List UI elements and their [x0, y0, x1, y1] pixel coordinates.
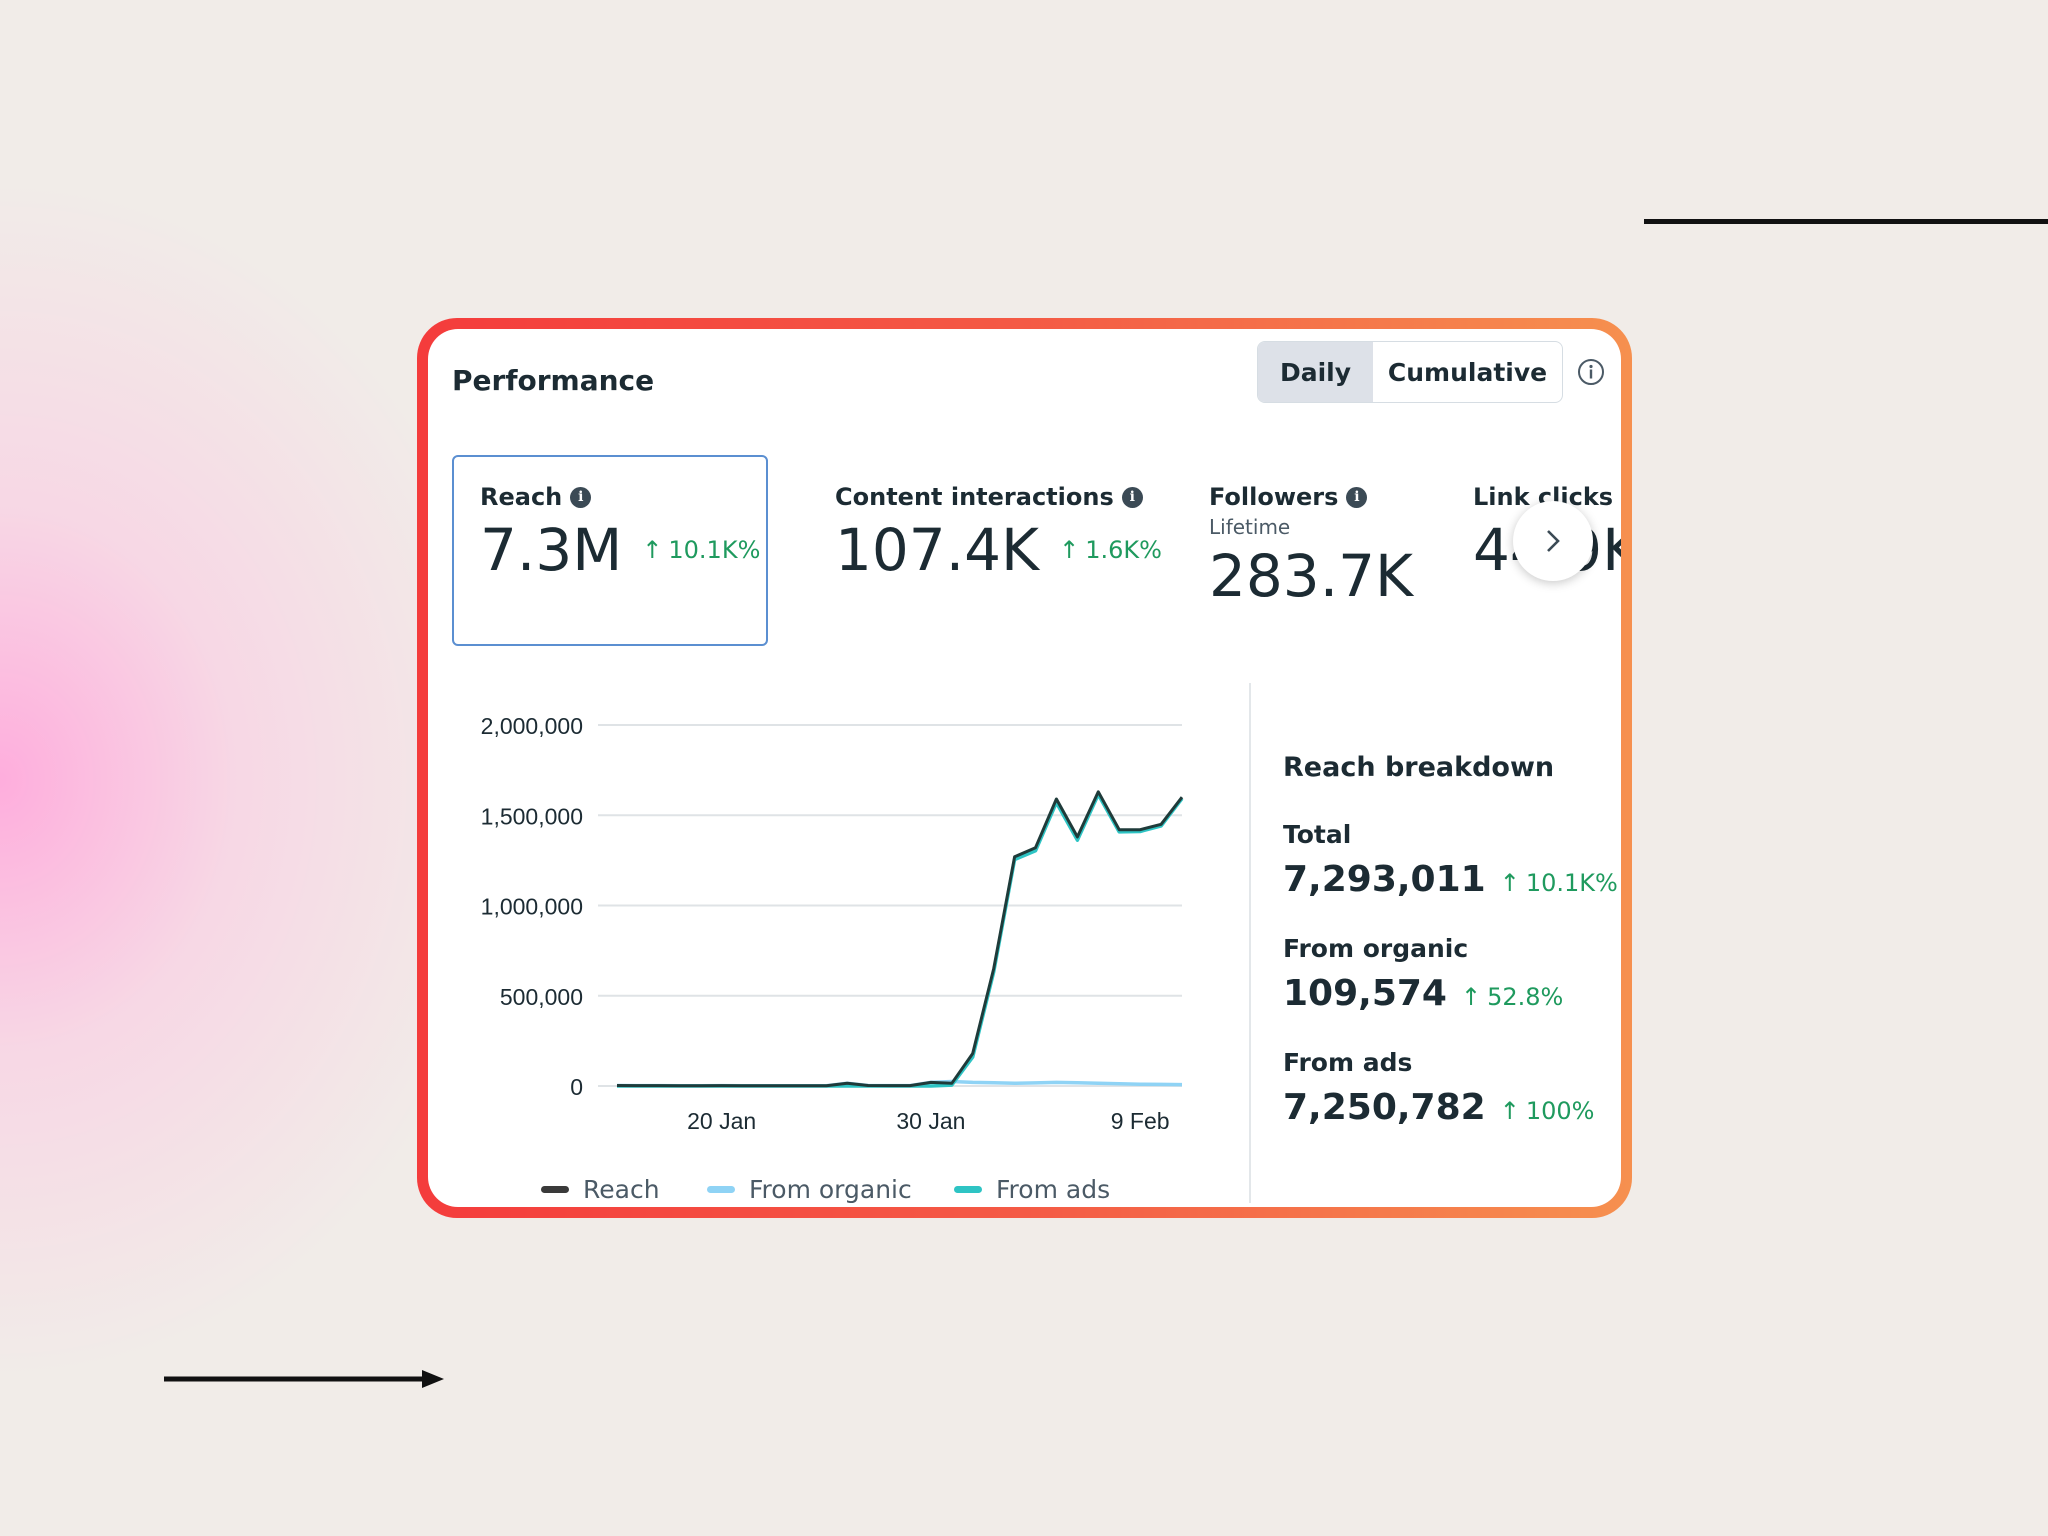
arrow-right-icon	[164, 1370, 444, 1388]
chevron-right-icon	[1547, 530, 1560, 552]
legend-label: Reach	[583, 1175, 660, 1204]
metric-followers[interactable]: Followers i Lifetime 283.7K	[1209, 483, 1413, 605]
arrow-up-icon: ↑	[642, 536, 663, 564]
legend-swatch	[541, 1186, 569, 1193]
metric-value: 7.3M	[480, 516, 623, 584]
y-tick-label: 1,000,000	[481, 894, 583, 920]
breakdown-value-ads: 7,250,782 ↑ 100%	[1283, 1087, 1594, 1128]
daily-toggle-button[interactable]: Daily	[1258, 342, 1373, 402]
arrow-up-icon: ↑	[1460, 983, 1482, 1011]
legend-item-reach[interactable]: Reach	[541, 1175, 660, 1204]
y-tick-label: 0	[570, 1074, 583, 1100]
breakdown-change: 10.1K%	[1525, 869, 1618, 897]
metric-value: 283.7K	[1209, 542, 1414, 610]
divider	[1249, 683, 1251, 1203]
info-icon[interactable]: i	[570, 486, 592, 508]
card-title: Performance	[452, 364, 655, 397]
info-icon[interactable]	[1577, 358, 1605, 386]
info-icon[interactable]: i	[1121, 486, 1143, 508]
legend-swatch	[707, 1186, 735, 1193]
breakdown-change: 100%	[1525, 1097, 1595, 1125]
legend-swatch	[954, 1186, 982, 1193]
arrow-up-icon: ↑	[1499, 869, 1520, 897]
breakdown-label-total: Total	[1283, 820, 1352, 849]
metric-label: Reach	[480, 483, 563, 511]
legend-label: From ads	[996, 1175, 1111, 1204]
metric-sublabel: Lifetime	[1209, 515, 1291, 539]
breakdown-value: 109,574	[1283, 973, 1447, 1014]
metric-label: Content interactions	[835, 483, 1114, 511]
arrow-up-icon: ↑	[1499, 1097, 1520, 1125]
reach-line-chart: 2,000,000 1,500,000 1,000,000 500,000 0 20 Ja…	[481, 713, 1184, 1134]
metric-change: 1.6K%	[1085, 536, 1162, 564]
performance-card-frame: Performance Daily Cumulative Reach i 7.3M…	[417, 318, 1632, 1218]
cumulative-toggle-button[interactable]: Cumulative	[1387, 357, 1548, 387]
breakdown-value-organic: 109,574 ↑ 52.8%	[1283, 973, 1563, 1014]
metric-change: 10.1K%	[668, 536, 761, 564]
performance-card: Performance Daily Cumulative Reach i 7.3M…	[428, 329, 1621, 1207]
legend-item-organic[interactable]: From organic	[707, 1175, 912, 1204]
series-line-ads	[617, 792, 1184, 1088]
x-tick-label: 30 Jan	[896, 1108, 965, 1134]
y-tick-label: 500,000	[500, 984, 583, 1010]
series-line-reach	[616, 790, 1184, 1088]
y-tick-label: 2,000,000	[481, 713, 583, 739]
breakdown-value: 7,293,011	[1283, 859, 1486, 900]
view-toggle: Daily Cumulative	[1257, 341, 1563, 403]
breakdown-value: 7,250,782	[1283, 1087, 1486, 1128]
next-metrics-button[interactable]	[1513, 501, 1593, 581]
breakdown-label-ads: From ads	[1283, 1048, 1413, 1077]
chart-legend: Reach From organic From ads	[428, 1175, 1621, 1207]
metric-content-interactions[interactable]: Content interactions i 107.4K ↑ 1.6K%	[835, 483, 1162, 579]
decorative-line-top	[1644, 219, 2048, 224]
info-icon[interactable]: i	[1346, 486, 1368, 508]
x-tick-label: 20 Jan	[687, 1108, 756, 1134]
breakdown-change: 52.8%	[1487, 983, 1564, 1011]
breakdown-value-total: 7,293,011 ↑ 10.1K%	[1283, 859, 1618, 900]
arrow-up-icon: ↑	[1059, 536, 1080, 564]
metric-reach: Reach i 7.3M ↑ 10.1K%	[480, 483, 760, 579]
y-tick-label: 1,500,000	[481, 803, 583, 829]
metric-label: Followers	[1209, 483, 1339, 511]
metric-tile-reach[interactable]	[452, 455, 768, 646]
x-tick-label: 9 Feb	[1111, 1108, 1170, 1134]
metric-value: 107.4K	[835, 516, 1040, 584]
breakdown-title: Reach breakdown	[1283, 752, 1555, 783]
legend-item-ads[interactable]: From ads	[954, 1175, 1110, 1204]
legend-label: From organic	[749, 1175, 912, 1204]
breakdown-label-organic: From organic	[1283, 934, 1469, 963]
